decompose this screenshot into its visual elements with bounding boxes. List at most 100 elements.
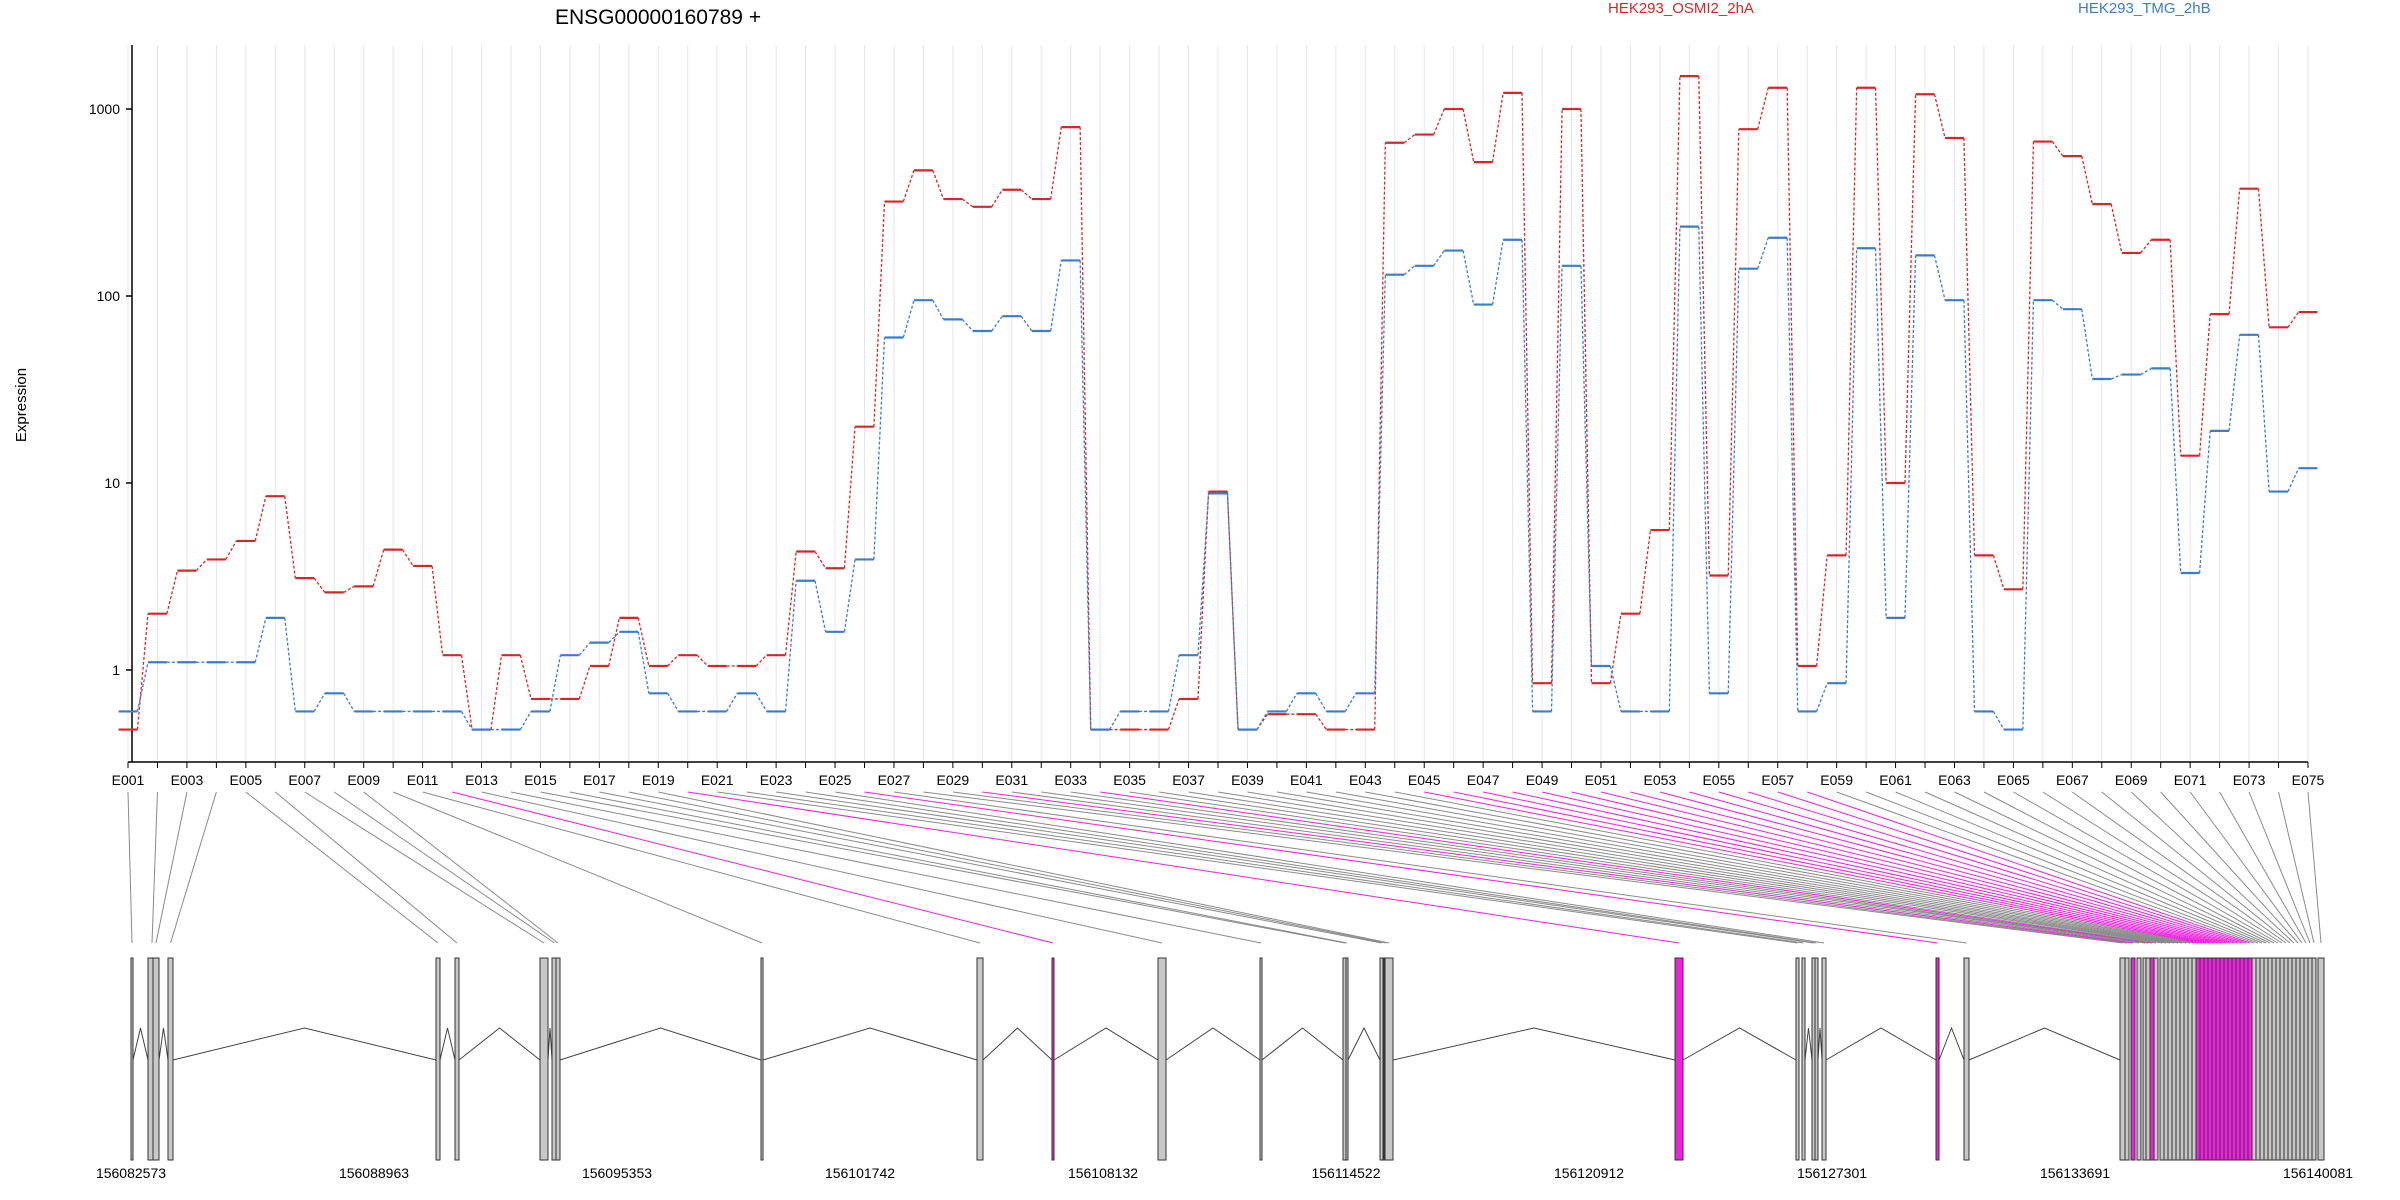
- exon-block-e040: [2175, 957, 2181, 1161]
- connector-e063: [1954, 791, 2271, 944]
- connector-e020: [687, 791, 1680, 944]
- series-connector: [1315, 713, 1327, 730]
- exon-block-e045: [2195, 957, 2201, 1161]
- series-connector: [2287, 311, 2300, 328]
- x-axis-ticks: E001 E003 E005 E007 E009 E011 E013 E015 E017 E019…: [112, 762, 2325, 788]
- connector-e021: [717, 791, 1798, 944]
- y-tick-label: 1000: [89, 101, 120, 117]
- series-connector: [1167, 698, 1180, 730]
- x-tick-label: E057: [1761, 772, 1794, 788]
- intron-line: [1825, 1027, 1937, 1061]
- exon-block-e044: [2191, 957, 2197, 1161]
- series-connector: [1874, 87, 1887, 484]
- y-tick-label: 1: [112, 662, 120, 678]
- series-connector: [313, 693, 326, 712]
- connector-e062: [1924, 791, 2267, 944]
- connector-e073: [2248, 791, 2311, 944]
- connector-e018: [628, 791, 1386, 944]
- series-connector: [1786, 237, 1799, 712]
- series-connector: [1403, 265, 1416, 276]
- series-connector: [608, 617, 621, 667]
- exon-block-e022: [1801, 957, 1806, 1161]
- series-connector: [1639, 529, 1652, 614]
- series-connector: [1256, 713, 1269, 730]
- connector-e009: [363, 791, 559, 944]
- exon-block-e021: [1795, 957, 1800, 1161]
- connector-e053: [1659, 791, 2231, 944]
- series-connector: [1079, 260, 1092, 730]
- series-connector: [2169, 368, 2182, 574]
- series-connector: [814, 580, 827, 632]
- exon-block-e052: [2223, 957, 2229, 1161]
- x-tick-label: E033: [1054, 772, 1087, 788]
- connector-e022: [746, 791, 1804, 944]
- series-connector: [873, 337, 886, 560]
- intron-line: [1261, 1027, 1344, 1061]
- exon-block-e073: [2307, 957, 2313, 1161]
- exon-block-e009: [555, 957, 561, 1161]
- connector-e051: [1600, 791, 2223, 944]
- series-connector: [1197, 493, 1210, 656]
- connector-e067: [2072, 791, 2287, 944]
- x-tick-label: E023: [760, 772, 793, 788]
- series-connector: [991, 189, 1003, 208]
- connector-e064: [1983, 791, 2275, 944]
- coordinate-label: 156127301: [1797, 1165, 1867, 1181]
- exon-block-e037: [2163, 957, 2169, 1161]
- x-tick-label: E007: [288, 772, 321, 788]
- exon-block-e026: [1935, 957, 1940, 1161]
- coordinate-label: 156082573: [96, 1165, 166, 1181]
- connector-e001: [127, 791, 133, 944]
- connector-e050: [1571, 791, 2219, 944]
- exon-connector-lines: [127, 791, 2322, 944]
- exon-block-e061: [2259, 957, 2265, 1161]
- exon-block-e066: [2279, 957, 2285, 1161]
- series-connector: [195, 559, 208, 572]
- connector-e055: [1718, 791, 2239, 944]
- series-connector: [284, 496, 296, 579]
- connector-e041: [1306, 791, 2183, 944]
- series-connector: [1462, 250, 1475, 305]
- connector-e029: [952, 791, 2128, 944]
- series-connector: [1992, 711, 2005, 730]
- series-connector: [1285, 693, 1298, 712]
- series-connector: [1315, 693, 1327, 712]
- series-connector: [1256, 711, 1269, 730]
- connector-e008: [333, 791, 555, 944]
- exon-block-e014: [1259, 957, 1263, 1161]
- exon-block-e019: [1384, 957, 1394, 1161]
- series-connector: [372, 549, 385, 587]
- series-connector: [2051, 299, 2064, 310]
- series-connector: [637, 631, 650, 694]
- x-tick-label: E017: [583, 772, 616, 788]
- intron-line: [1165, 1027, 1261, 1061]
- exon-block-e041: [2179, 957, 2185, 1161]
- series-connector: [2228, 334, 2241, 431]
- x-tick-label: E043: [1349, 772, 1382, 788]
- series-connector: [1727, 129, 1740, 576]
- x-tick-label: E075: [2292, 772, 2325, 788]
- x-tick-label: E055: [1702, 772, 1735, 788]
- series-connector: [1580, 109, 1593, 684]
- connector-e070: [2160, 791, 2299, 944]
- x-tick-label: E037: [1172, 772, 1205, 788]
- intron-line: [458, 1027, 541, 1061]
- series-connector: [1815, 555, 1828, 667]
- exon-block-e043: [2187, 957, 2193, 1161]
- series-connector: [2257, 188, 2270, 328]
- connector-e035: [1129, 791, 2157, 944]
- connector-e037: [1188, 791, 2167, 944]
- series-connector: [166, 570, 179, 614]
- intron-line: [1968, 1027, 2121, 1061]
- series-connector: [1020, 189, 1033, 200]
- series-connector: [490, 655, 503, 730]
- x-tick-label: E029: [937, 772, 970, 788]
- genomic-coordinate-labels: 156082573 156088963 156095353 156101742 1561…: [96, 1165, 2353, 1181]
- intron-line: [1804, 1027, 1813, 1061]
- exon-block-e047: [2203, 957, 2209, 1161]
- coordinate-label: 156140081: [2283, 1165, 2353, 1181]
- intron-line: [1392, 1027, 1676, 1061]
- exon-block-e071: [2299, 957, 2305, 1161]
- connector-e028: [923, 791, 2123, 944]
- exon-block-e039: [2171, 957, 2177, 1161]
